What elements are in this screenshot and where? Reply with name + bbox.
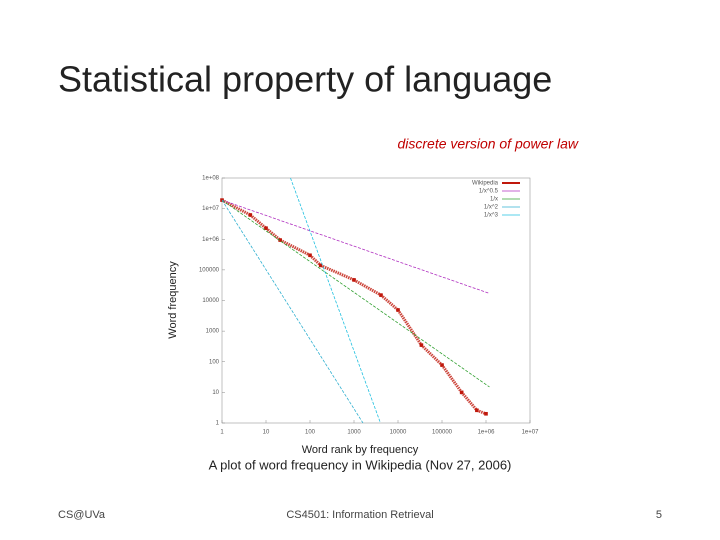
legend-label: Wikipedia xyxy=(472,181,499,187)
series-line xyxy=(290,178,381,423)
legend-label: 1/x^3 xyxy=(484,213,499,219)
data-trace xyxy=(396,309,423,346)
x-tick-label: 1 xyxy=(220,430,224,436)
y-tick-label: 10000 xyxy=(202,298,219,304)
y-tick-label: 1e+08 xyxy=(202,176,220,182)
data-trace xyxy=(379,293,399,312)
data-trace xyxy=(265,227,282,242)
y-axis-label: Word frequency xyxy=(167,261,179,339)
x-tick-label: 1000 xyxy=(347,430,361,436)
y-tick-label: 1 xyxy=(216,421,220,427)
x-axis-label: Word rank by frequency xyxy=(302,444,419,456)
data-trace xyxy=(221,198,252,217)
data-trace xyxy=(460,391,479,412)
data-trace xyxy=(476,408,487,416)
x-tick-label: 100 xyxy=(305,430,316,436)
caption: A plot of word frequency in Wikipedia (N… xyxy=(209,457,512,472)
x-tick-label: 10000 xyxy=(390,430,407,436)
x-tick-label: 100000 xyxy=(432,430,453,436)
annotation: discrete version of power law xyxy=(397,136,578,152)
data-trace xyxy=(440,364,463,394)
series-line xyxy=(222,199,364,423)
x-tick-label: 1e+07 xyxy=(522,430,540,436)
data-trace xyxy=(320,264,355,282)
footer-center: CS4501: Information Retrieval xyxy=(286,509,433,521)
series-line xyxy=(222,199,490,294)
slide-title: Statistical property of language xyxy=(58,59,552,100)
footer-left: CS@UVa xyxy=(58,509,106,521)
legend-label: 1/x^2 xyxy=(484,205,499,211)
y-tick-label: 1e+07 xyxy=(202,206,220,212)
data-trace xyxy=(279,238,311,257)
y-tick-label: 1000 xyxy=(206,329,220,335)
legend-label: 1/x xyxy=(490,197,498,203)
y-tick-label: 100000 xyxy=(199,267,220,273)
page-number: 5 xyxy=(656,509,662,521)
legend-label: 1/x^0.5 xyxy=(479,189,499,195)
x-tick-label: 1e+06 xyxy=(478,430,496,436)
y-tick-label: 10 xyxy=(212,390,219,396)
data-trace xyxy=(420,344,444,367)
data-trace xyxy=(353,278,382,297)
x-tick-label: 10 xyxy=(263,430,270,436)
series-line xyxy=(222,199,490,388)
data-trace xyxy=(308,254,322,267)
y-tick-label: 100 xyxy=(209,359,220,365)
y-tick-label: 1e+06 xyxy=(202,237,220,243)
data-trace xyxy=(249,213,267,230)
